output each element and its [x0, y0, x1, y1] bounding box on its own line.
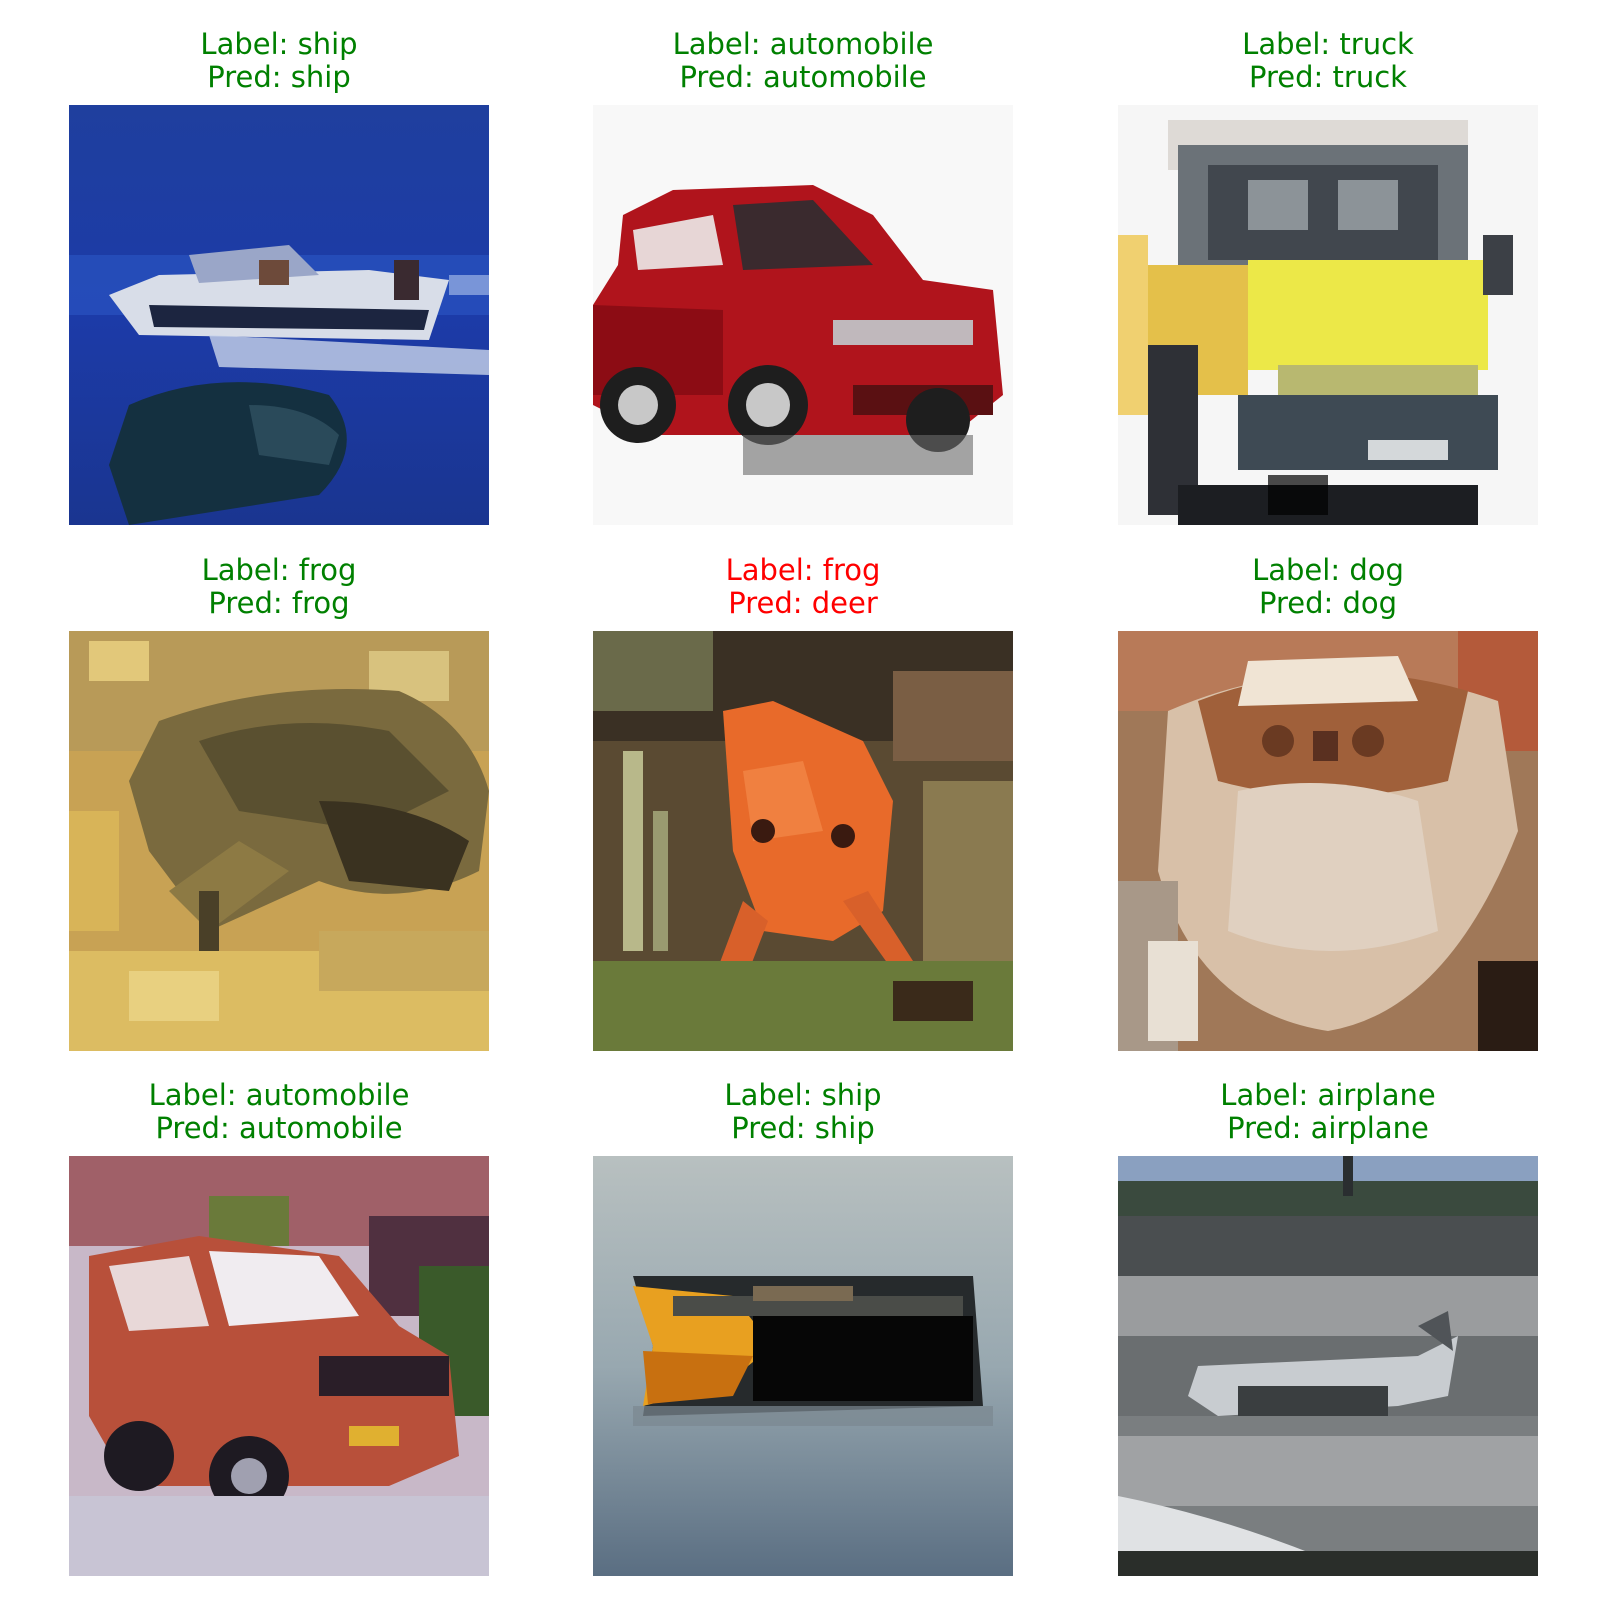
label-text: Label: truck — [1118, 28, 1538, 61]
label-text: Label: automobile — [69, 1079, 489, 1112]
pred-text: Pred: airplane — [1118, 1112, 1538, 1145]
sample-image — [1118, 1156, 1538, 1576]
cell-title: Label: ship Pred: ship — [593, 1079, 1013, 1145]
sample-image — [1118, 631, 1538, 1051]
pred-text: Pred: dog — [1118, 587, 1538, 620]
sample-image — [69, 105, 489, 525]
cell-title: Label: automobile Pred: automobile — [69, 1079, 489, 1145]
sample-image — [593, 1156, 1013, 1576]
sample-image — [593, 631, 1013, 1051]
pred-text: Pred: automobile — [593, 61, 1013, 94]
pred-text: Pred: ship — [69, 61, 489, 94]
pred-text: Pred: ship — [593, 1112, 1013, 1145]
label-text: Label: frog — [69, 554, 489, 587]
cell-title: Label: frog Pred: deer — [593, 554, 1013, 620]
cell-title: Label: ship Pred: ship — [69, 28, 489, 94]
pred-text: Pred: frog — [69, 587, 489, 620]
sample-image — [1118, 105, 1538, 525]
label-text: Label: airplane — [1118, 1079, 1538, 1112]
sample-image — [69, 631, 489, 1051]
cell-title: Label: truck Pred: truck — [1118, 28, 1538, 94]
label-text: Label: dog — [1118, 554, 1538, 587]
label-text: Label: ship — [593, 1079, 1013, 1112]
pred-text: Pred: deer — [593, 587, 1013, 620]
sample-image — [69, 1156, 489, 1576]
cell-title: Label: frog Pred: frog — [69, 554, 489, 620]
label-text: Label: frog — [593, 554, 1013, 587]
cell-title: Label: automobile Pred: automobile — [593, 28, 1013, 94]
label-text: Label: ship — [69, 28, 489, 61]
cell-title: Label: airplane Pred: airplane — [1118, 1079, 1538, 1145]
sample-image — [593, 105, 1013, 525]
cell-title: Label: dog Pred: dog — [1118, 554, 1538, 620]
label-text: Label: automobile — [593, 28, 1013, 61]
pred-text: Pred: automobile — [69, 1112, 489, 1145]
pred-text: Pred: truck — [1118, 61, 1538, 94]
